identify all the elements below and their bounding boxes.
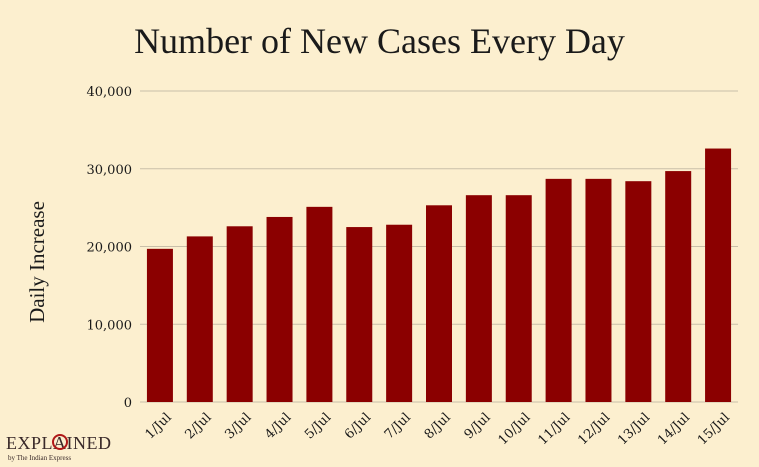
bar (545, 178, 572, 402)
bar (585, 178, 612, 402)
bar (505, 195, 532, 402)
bar (266, 216, 293, 402)
explained-logo: EXPLAINED by The Indian Express (6, 433, 116, 465)
x-tick-label: 5/Jul (302, 410, 334, 442)
x-tick-label: 8/Jul (422, 410, 454, 442)
x-tick-label: 12/Jul (575, 410, 613, 448)
y-axis-label: Daily Increase (25, 201, 49, 323)
x-tick-label: 13/Jul (615, 410, 653, 448)
bar (705, 148, 732, 402)
y-tick-label: 20,000 (87, 241, 133, 256)
bar (346, 227, 373, 402)
bar (226, 226, 253, 402)
bar (146, 248, 173, 402)
bar (426, 205, 452, 402)
y-tick-label: 30,000 (87, 163, 133, 178)
x-tick-label: 7/Jul (382, 410, 414, 442)
logo-tagline: by The Indian Express (8, 454, 72, 462)
x-tick-label: 4/Jul (262, 410, 294, 442)
bar (465, 195, 492, 402)
x-tick-label: 1/Jul (143, 410, 175, 442)
magnifier-icon (52, 434, 68, 450)
bar (186, 236, 213, 402)
x-tick-label: 9/Jul (462, 410, 494, 442)
x-tick-label: 6/Jul (342, 410, 374, 442)
bar (625, 181, 652, 402)
y-tick-label: 40,000 (87, 85, 133, 100)
x-tick-label: 11/Jul (535, 410, 573, 448)
x-tick-label: 2/Jul (183, 410, 215, 442)
x-tick-label: 15/Jul (695, 410, 733, 448)
y-tick-label: 0 (124, 396, 132, 411)
x-tick-label: 3/Jul (222, 410, 254, 442)
x-tick-label: 14/Jul (655, 410, 693, 448)
chart-title: Number of New Cases Every Day (134, 21, 625, 61)
bar (386, 224, 413, 402)
y-tick-label: 10,000 (87, 318, 133, 333)
x-tick-label: 10/Jul (496, 410, 534, 448)
bar (306, 206, 333, 402)
bar (665, 171, 692, 402)
